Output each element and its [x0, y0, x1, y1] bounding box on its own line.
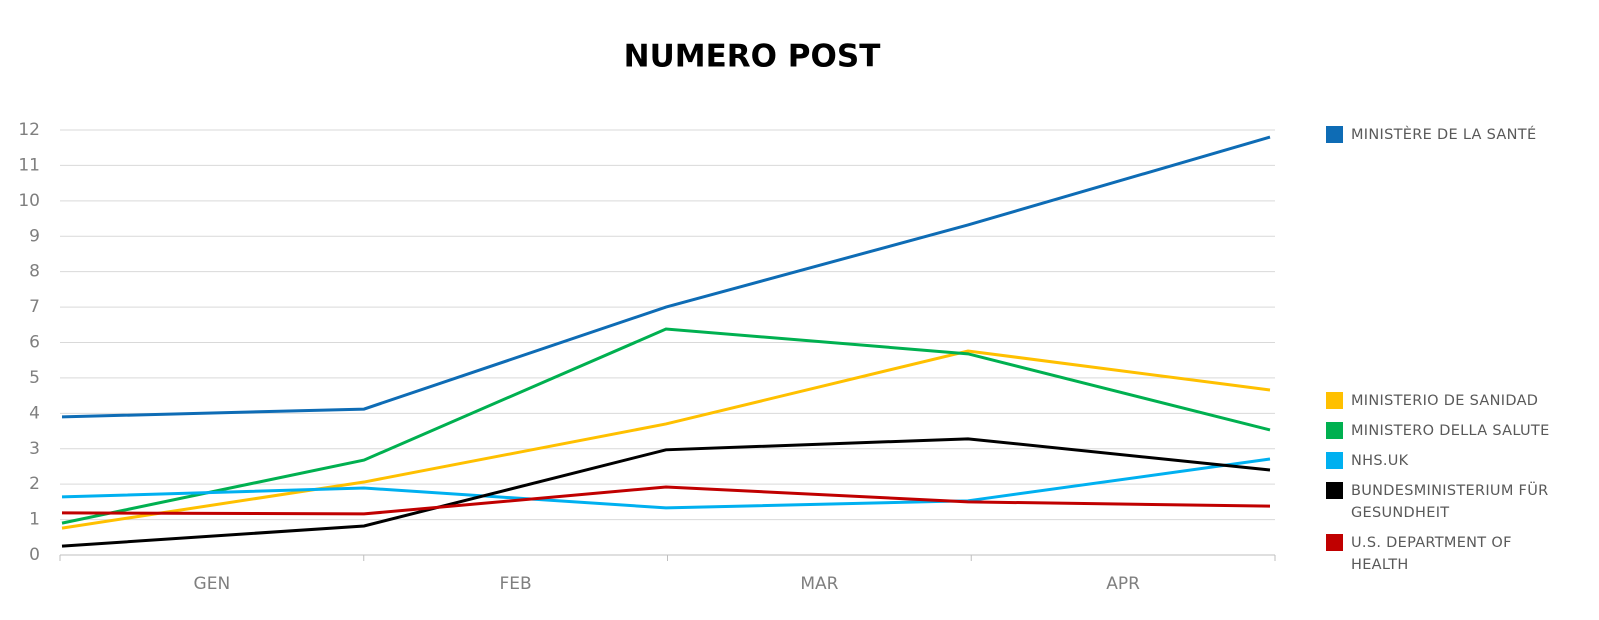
series-line	[61, 327, 1271, 525]
legend: MINISTÈRE DE LA SANTÉ MINISTERIO DE SANID…	[1326, 124, 1586, 584]
y-tick-label: 6	[29, 333, 40, 353]
legend-swatch	[1326, 422, 1343, 439]
legend-swatch	[1326, 482, 1343, 499]
x-tick-label: GEN	[194, 574, 231, 594]
legend-label: BUNDESMINISTERIUM FÜR GESUNDHEIT	[1351, 483, 1549, 521]
legend-swatch	[1326, 534, 1343, 551]
series-line	[61, 457, 1271, 510]
legend-label: NHS.UK	[1351, 453, 1409, 469]
legend-item: U.S. DEPARTMENT OF HEALTH	[1326, 532, 1586, 576]
legend-label: U.S. DEPARTMENT OF HEALTH	[1351, 535, 1512, 573]
y-tick-label: 5	[29, 368, 40, 388]
chart-title: NUMERO POST	[624, 39, 881, 75]
y-tick-label: 11	[18, 155, 40, 175]
legend-item: MINISTERIO DE SANIDAD	[1326, 390, 1586, 412]
legend-item: MINISTÈRE DE LA SANTÉ	[1326, 124, 1586, 146]
y-tick-label: 4	[29, 403, 40, 423]
y-tick-label: 8	[29, 262, 40, 282]
legend-item: MINISTERO DELLA SALUTE	[1326, 420, 1586, 442]
x-tick-label: FEB	[500, 574, 532, 594]
legend-item: BUNDESMINISTERIUM FÜR GESUNDHEIT	[1326, 480, 1586, 524]
y-tick-label: 7	[29, 297, 40, 317]
y-tick-label: 10	[18, 191, 40, 211]
y-tick-label: 12	[18, 120, 40, 140]
y-tick-label: 3	[29, 439, 40, 459]
legend-item: NHS.UK	[1326, 450, 1586, 472]
legend-swatch	[1326, 126, 1343, 143]
series-line	[61, 437, 1271, 548]
y-tick-label: 2	[29, 474, 40, 494]
x-tick-label: APR	[1106, 574, 1140, 594]
legend-swatch	[1326, 392, 1343, 409]
series-line	[61, 135, 1271, 419]
x-tick-label: MAR	[800, 574, 838, 594]
legend-swatch	[1326, 452, 1343, 469]
legend-label: MINISTERO DELLA SALUTE	[1351, 423, 1550, 439]
legend-label: MINISTERIO DE SANIDAD	[1351, 393, 1539, 409]
y-tick-label: 0	[29, 545, 40, 565]
y-tick-label: 1	[29, 510, 40, 530]
y-tick-label: 9	[29, 226, 40, 246]
series-line	[61, 485, 1271, 516]
series-line	[61, 349, 1271, 530]
legend-label: MINISTÈRE DE LA SANTÉ	[1351, 127, 1537, 143]
